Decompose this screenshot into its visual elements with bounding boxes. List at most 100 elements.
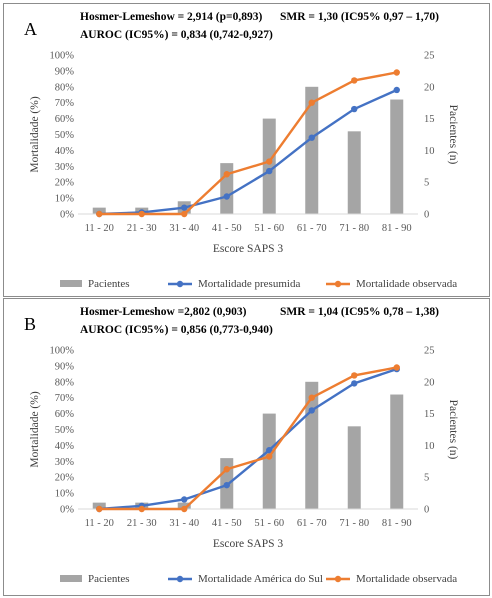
y-axis-title-right: Pacientes (n) bbox=[447, 105, 459, 165]
hosmer-lemeshow-stat: Hosmer-Lemeshow =2,802 (0,903) bbox=[80, 306, 247, 318]
x-tick-label: 41 - 50 bbox=[212, 223, 242, 234]
bar bbox=[220, 163, 234, 214]
x-tick-label: 71 - 80 bbox=[339, 223, 369, 234]
legend-swatch-marker bbox=[334, 575, 342, 583]
series-point bbox=[308, 394, 315, 401]
legend-swatch-marker bbox=[176, 280, 184, 288]
series-point bbox=[308, 134, 315, 141]
y-tick-right: 25 bbox=[424, 51, 435, 62]
series-point bbox=[393, 86, 400, 94]
series-point bbox=[308, 407, 315, 414]
x-tick-label: 61 - 70 bbox=[297, 518, 327, 529]
legend-swatch-marker bbox=[176, 575, 184, 583]
x-tick-label: 21 - 30 bbox=[127, 223, 157, 234]
y-tick-left: 70% bbox=[55, 98, 75, 109]
y-tick-right: 5 bbox=[424, 178, 429, 189]
y-tick-left: 70% bbox=[55, 393, 75, 404]
x-tick-label: 41 - 50 bbox=[212, 518, 242, 529]
series-point bbox=[181, 210, 188, 218]
y-tick-left: 50% bbox=[55, 130, 75, 141]
series-point bbox=[181, 505, 188, 513]
series-point bbox=[181, 204, 188, 211]
legend-label: Pacientes bbox=[88, 278, 130, 290]
x-tick-label: 11 - 20 bbox=[85, 518, 114, 529]
y-tick-left: 60% bbox=[55, 114, 75, 125]
series-line bbox=[99, 367, 398, 511]
x-tick-label: 21 - 30 bbox=[127, 518, 157, 529]
y-tick-left: 50% bbox=[55, 425, 75, 436]
y-tick-left: 80% bbox=[55, 377, 75, 388]
legend-label: Mortalidade presumida bbox=[198, 278, 300, 290]
series-point bbox=[138, 505, 145, 513]
series-line bbox=[99, 71, 397, 216]
x-tick-label: 51 - 60 bbox=[254, 223, 284, 234]
legend-label: Pacientes bbox=[88, 573, 130, 585]
hosmer-lemeshow-stat: Hosmer-Lemeshow = 2,914 (p=0,893) bbox=[80, 11, 263, 23]
series-point bbox=[223, 481, 230, 489]
bar bbox=[347, 131, 361, 214]
series-point bbox=[393, 69, 400, 76]
y-tick-left: 80% bbox=[55, 82, 75, 93]
panel-letter: A bbox=[24, 19, 37, 39]
series-point bbox=[223, 193, 230, 200]
y-tick-left: 100% bbox=[50, 51, 75, 62]
y-tick-right: 0 bbox=[424, 210, 429, 221]
y-tick-left: 40% bbox=[55, 146, 75, 157]
bar bbox=[262, 118, 276, 214]
y-tick-left: 30% bbox=[55, 162, 75, 173]
chart-panel-a: A Hosmer-Lemeshow = 2,914 (p=0,893) SMR … bbox=[3, 3, 490, 297]
series-point bbox=[223, 171, 230, 178]
chart-panel-b: B Hosmer-Lemeshow =2,802 (0,903) SMR = 1… bbox=[3, 298, 490, 596]
y-tick-left: 20% bbox=[55, 473, 75, 484]
y-tick-right: 5 bbox=[424, 473, 429, 484]
y-axis-title-left: Mortalidade (%) bbox=[29, 391, 41, 467]
x-tick-label: 11 - 20 bbox=[85, 223, 114, 234]
bar bbox=[262, 413, 276, 509]
y-tick-right: 10 bbox=[424, 441, 435, 452]
series-point bbox=[351, 105, 358, 113]
y-tick-left: 10% bbox=[55, 194, 75, 205]
series-point bbox=[266, 446, 273, 454]
y-axis-title-right: Pacientes (n) bbox=[447, 400, 459, 460]
series-point bbox=[181, 496, 188, 503]
legend-label: Mortalidade América do Sul bbox=[198, 573, 323, 585]
series-point bbox=[351, 372, 358, 379]
x-tick-label: 81 - 90 bbox=[382, 518, 412, 529]
bar bbox=[305, 86, 319, 214]
series-point bbox=[138, 210, 145, 218]
y-tick-right: 0 bbox=[424, 505, 429, 516]
y-tick-right: 15 bbox=[424, 114, 435, 125]
series-line bbox=[99, 366, 397, 511]
chart-plot: 0% 10% 20% 30% 40% 50% 60% 70% 80% 90% 100% 0 5 10 15 2… bbox=[29, 51, 459, 291]
series-point bbox=[308, 99, 315, 106]
y-tick-right: 20 bbox=[424, 377, 435, 388]
x-tick-label: 51 - 60 bbox=[254, 518, 284, 529]
x-tick-label: 31 - 40 bbox=[169, 223, 199, 234]
series-line bbox=[99, 88, 398, 216]
legend-swatch-bars bbox=[60, 575, 82, 582]
y-tick-right: 20 bbox=[424, 82, 435, 93]
series-point bbox=[96, 505, 103, 513]
x-tick-label: 81 - 90 bbox=[382, 223, 412, 234]
legend-swatch-bars bbox=[60, 280, 82, 287]
series-point bbox=[351, 380, 358, 387]
smr-stat: SMR = 1,30 (IC95% 0,97 – 1,70) bbox=[280, 11, 439, 23]
y-axis-title-left: Mortalidade (%) bbox=[29, 96, 41, 172]
auroc-stat: AUROC (IC95%) = 0,834 (0,742-0,927) bbox=[80, 29, 273, 41]
legend-label: Mortalidade observada bbox=[356, 278, 457, 290]
y-tick-left: 90% bbox=[55, 361, 75, 372]
smr-stat: SMR = 1,04 (IC95% 0,78 – 1,38) bbox=[280, 306, 439, 318]
legend: Pacientes Mortalidade presumida Mortalidad… bbox=[60, 278, 457, 290]
x-tick-label: 31 - 40 bbox=[169, 518, 199, 529]
series-point bbox=[351, 77, 358, 84]
y-tick-left: 40% bbox=[55, 441, 75, 452]
y-tick-left: 60% bbox=[55, 409, 75, 420]
bar bbox=[347, 426, 361, 509]
legend: Pacientes Mortalidade América do Sul Morta… bbox=[60, 573, 457, 585]
y-tick-left: 30% bbox=[55, 457, 75, 468]
series-point bbox=[266, 158, 273, 165]
series-point bbox=[223, 466, 230, 473]
y-tick-right: 25 bbox=[424, 346, 435, 357]
y-tick-right: 15 bbox=[424, 409, 435, 420]
bar bbox=[390, 394, 404, 509]
